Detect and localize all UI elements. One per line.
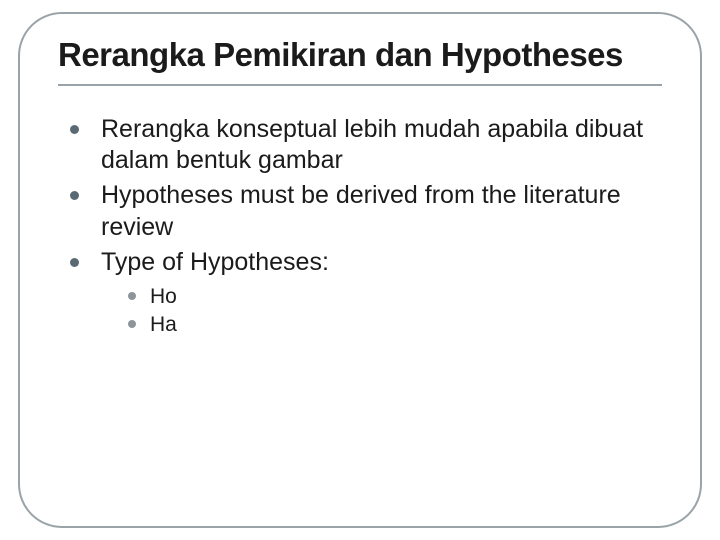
sub-bullet-icon xyxy=(128,292,136,300)
sub-bullet-list: Ho Ha xyxy=(58,284,662,339)
sub-list-item: Ho xyxy=(128,284,662,310)
list-item: Type of Hypotheses: xyxy=(70,247,662,278)
list-item: Rerangka konseptual lebih mudah apabila … xyxy=(70,114,662,177)
list-item: Hypotheses must be derived from the lite… xyxy=(70,180,662,243)
slide-content: Rerangka Pemikiran dan Hypotheses Rerang… xyxy=(58,36,662,341)
title-underline xyxy=(58,84,662,86)
sub-list-item: Ha xyxy=(128,312,662,338)
sub-bullet-icon xyxy=(128,320,136,328)
bullet-icon xyxy=(70,125,79,134)
list-item-text: Hypotheses must be derived from the lite… xyxy=(101,180,662,243)
bullet-icon xyxy=(70,191,79,200)
list-item-text: Type of Hypotheses: xyxy=(101,247,329,278)
sub-list-item-text: Ho xyxy=(150,284,177,310)
slide-title: Rerangka Pemikiran dan Hypotheses xyxy=(58,36,662,84)
list-item-text: Rerangka konseptual lebih mudah apabila … xyxy=(101,114,662,177)
bullet-icon xyxy=(70,258,79,267)
main-bullet-list: Rerangka konseptual lebih mudah apabila … xyxy=(58,114,662,278)
sub-list-item-text: Ha xyxy=(150,312,177,338)
